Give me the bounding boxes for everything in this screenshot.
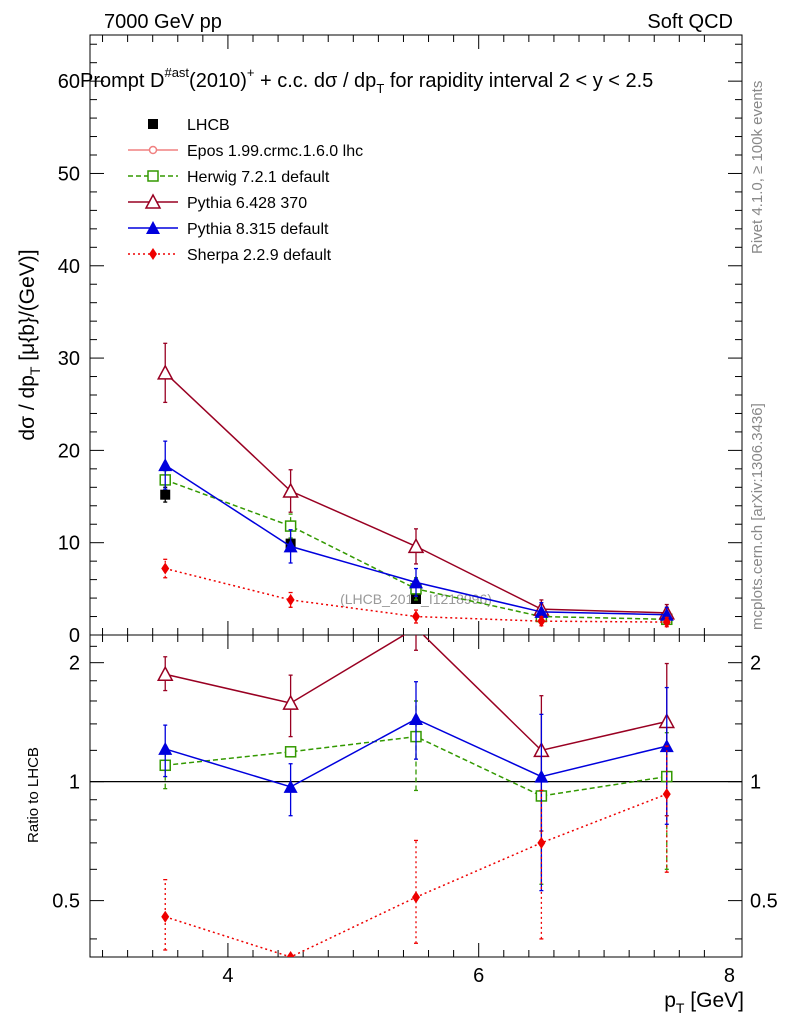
title-main: Prompt D [80, 70, 164, 92]
title-rest: + c.c. dσ / dp [254, 70, 376, 92]
x-tick-label: 4 [222, 965, 233, 987]
x-tick-label: 6 [473, 965, 484, 987]
main-panel-marks [156, 342, 676, 629]
main-series-group [156, 342, 676, 629]
ratio-sherpa-point [161, 910, 170, 923]
pythia8-point [409, 575, 423, 589]
legend-label-pythia6: Pythia 6.428 370 [187, 195, 307, 212]
title-tail: for rapidity interval 2 < y < 2.5 [384, 70, 653, 92]
legend-marker-pythia8 [146, 221, 160, 234]
legend-label-epos: Epos 1.99.crmc.1.6.0 lhc [187, 143, 363, 160]
pythia8-point [283, 539, 298, 553]
y-tick-label: 20 [58, 440, 80, 462]
legend-marker-herwig [147, 170, 159, 182]
ratio-pythia8-point [409, 712, 423, 726]
y-tick-label: 30 [58, 348, 80, 370]
axis-ticks: 4 6 8 0 10 20 30 40 50 60 0.5 0.5 1 1 2 2 [52, 35, 778, 987]
y-tick-label: 0 [69, 625, 80, 647]
ratio-sherpa-point [412, 891, 420, 904]
pythia8-point [158, 458, 173, 472]
energy-label: 7000 GeV pp [104, 11, 222, 33]
y-tick-label: 50 [58, 163, 80, 185]
y-tick-label: 60 [58, 71, 80, 93]
legend-marker-pythia6 [144, 193, 162, 209]
series-pythia6 [156, 342, 676, 622]
ratio-series-group [156, 635, 676, 957]
title-sub: T [376, 81, 384, 96]
legend-item-pythia6: Pythia 6.428 370 [128, 193, 307, 212]
series-pythia8 [158, 440, 674, 623]
ratio-y-tick-label: 0.5 [52, 891, 80, 913]
pythia6-point [407, 537, 425, 554]
legend-label-pythia8: Pythia 8.315 default [187, 221, 329, 238]
x-axis-title: pT [GeV] [664, 989, 744, 1016]
sherpa-point [161, 562, 170, 575]
ratio-pythia6-point [156, 665, 174, 681]
rivet-label: Rivet 4.1.0, ≥ 100k events [749, 81, 766, 254]
title-sup: #ast [164, 65, 189, 80]
ratio-y-tick-label-right: 2 [750, 653, 761, 675]
ratio-series-sherpa [161, 745, 671, 957]
y-axis-title-main: dσ / dp [16, 375, 39, 441]
plot-title: Prompt D#ast(2010)+ + c.c. dσ / dpT for … [80, 65, 653, 96]
series-sherpa [161, 558, 671, 629]
pythia6-point [156, 364, 174, 380]
sherpa-point [412, 610, 420, 623]
x-tick-label: 8 [724, 965, 735, 987]
y-axis-title-unit: [μ{b}/(GeV)] [16, 249, 39, 366]
pythia8-point [534, 604, 549, 618]
ratio-y-tick-label: 1 [69, 772, 80, 794]
legend-item-sherpa: Sherpa 2.2.9 default [128, 247, 332, 264]
y-tick-label: 40 [58, 256, 80, 278]
legend-item-pythia8: Pythia 8.315 default [128, 221, 329, 238]
ratio-sherpa-point [286, 951, 295, 957]
ratio-pythia8-point [283, 779, 298, 793]
ratio-pythia6-line [165, 635, 667, 752]
ratio-panel-marks [156, 635, 676, 957]
ratio-sherpa-point [537, 836, 546, 849]
legend-marker-epos [148, 145, 158, 155]
ratio-pythia8-point [158, 741, 173, 755]
pythia6-point [282, 482, 299, 498]
y-tick-label: 10 [58, 533, 80, 555]
ratio-pythia6-point [282, 694, 299, 710]
lhcb-point [160, 489, 171, 500]
legend-label-lhcb: LHCB [187, 117, 230, 134]
pythia8-point [659, 607, 674, 621]
y-axis-title: dσ / dpT [μ{b}/(GeV)] [16, 249, 43, 440]
ratio-axis-title: Ratio to LHCB [25, 747, 42, 843]
ratio-herwig-point [284, 746, 297, 758]
legend-marker-sherpa [149, 248, 157, 260]
x-axis-title-sub: T [676, 1000, 685, 1016]
ratio-pythia8-point [534, 769, 549, 783]
legend-item-epos: Epos 1.99.crmc.1.6.0 lhc [128, 143, 363, 160]
mcplots-label: mcplots.cern.ch [arXiv:1306.3436] [749, 403, 766, 630]
y-axis-title-sub: T [27, 366, 43, 375]
legend: LHCB Epos 1.99.crmc.1.6.0 lhc Herwig 7.2.1… [128, 117, 363, 264]
legend-label-herwig: Herwig 7.2.1 default [187, 169, 330, 186]
title-after: (2010) [189, 70, 247, 92]
process-label: Soft QCD [647, 11, 733, 33]
legend-label-sherpa: Sherpa 2.2.9 default [187, 247, 332, 264]
sherpa-point [537, 615, 546, 628]
legend-item-lhcb: LHCB [148, 117, 230, 134]
x-axis-title-main: p [664, 989, 676, 1012]
x-axis-title-unit: [GeV] [684, 989, 744, 1012]
sherpa-point [662, 616, 671, 629]
ratio-y-tick-label-right: 0.5 [750, 891, 778, 913]
ratio-sherpa-point [662, 788, 671, 801]
ratio-y-tick-label-right: 1 [750, 772, 761, 794]
sherpa-point [286, 593, 295, 606]
legend-item-herwig: Herwig 7.2.1 default [128, 169, 330, 186]
ratio-y-tick-label: 2 [69, 653, 80, 675]
legend-marker-lhcb [148, 119, 158, 129]
title-plus: + [247, 65, 255, 80]
